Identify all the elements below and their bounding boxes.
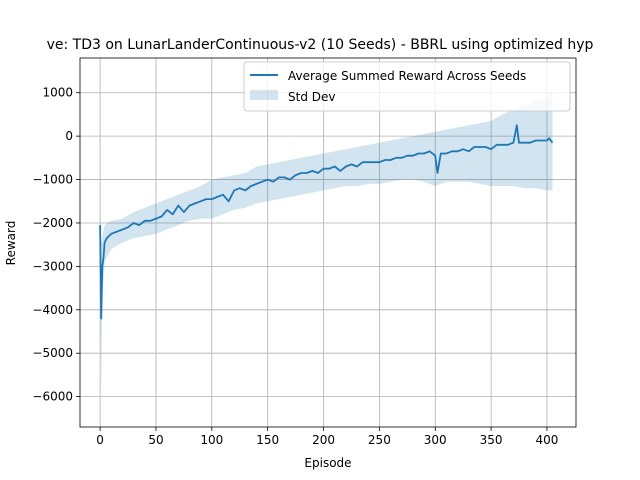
- x-tick-label: 100: [200, 433, 223, 447]
- x-tick-label: 50: [148, 433, 163, 447]
- y-tick-label: 0: [65, 129, 73, 143]
- x-tick-label: 0: [96, 433, 104, 447]
- y-axis-label: Reward: [4, 221, 18, 266]
- chart-title: ve: TD3 on LunarLanderContinuous-v2 (10 …: [47, 37, 594, 53]
- legend-band-swatch: [250, 90, 278, 100]
- y-tick-label: −6000: [32, 390, 73, 404]
- y-tick-label: −4000: [32, 303, 73, 317]
- plot-area-frame: [79, 57, 577, 428]
- x-tick-label: 200: [312, 433, 335, 447]
- y-tick-label: 1000: [42, 86, 73, 100]
- x-tick-label: 150: [256, 433, 279, 447]
- x-tick-label: 250: [368, 433, 391, 447]
- mean-reward-line: [99, 124, 554, 320]
- legend-label-mean: Average Summed Reward Across Seeds: [288, 69, 526, 83]
- x-tick-label: 350: [480, 433, 503, 447]
- y-axis: −6000 −5000 −4000 −3000 −2000 −1000 0 1000: [32, 86, 80, 404]
- y-tick-label: −1000: [32, 173, 73, 187]
- x-tick-label: 300: [424, 433, 447, 447]
- std-dev-band: [100, 88, 553, 397]
- legend: Average Summed Reward Across Seeds Std D…: [243, 61, 571, 112]
- y-tick-label: −3000: [32, 259, 73, 273]
- grid: [80, 58, 576, 427]
- x-axis-label: Episode: [304, 456, 351, 470]
- x-tick-label: 400: [536, 433, 559, 447]
- y-tick-label: −5000: [32, 346, 73, 360]
- y-tick-label: −2000: [32, 216, 73, 230]
- x-axis: 0 50 100 150 200 250 300 350 400: [96, 427, 558, 447]
- legend-box: [243, 61, 571, 112]
- legend-label-std: Std Dev: [288, 90, 335, 104]
